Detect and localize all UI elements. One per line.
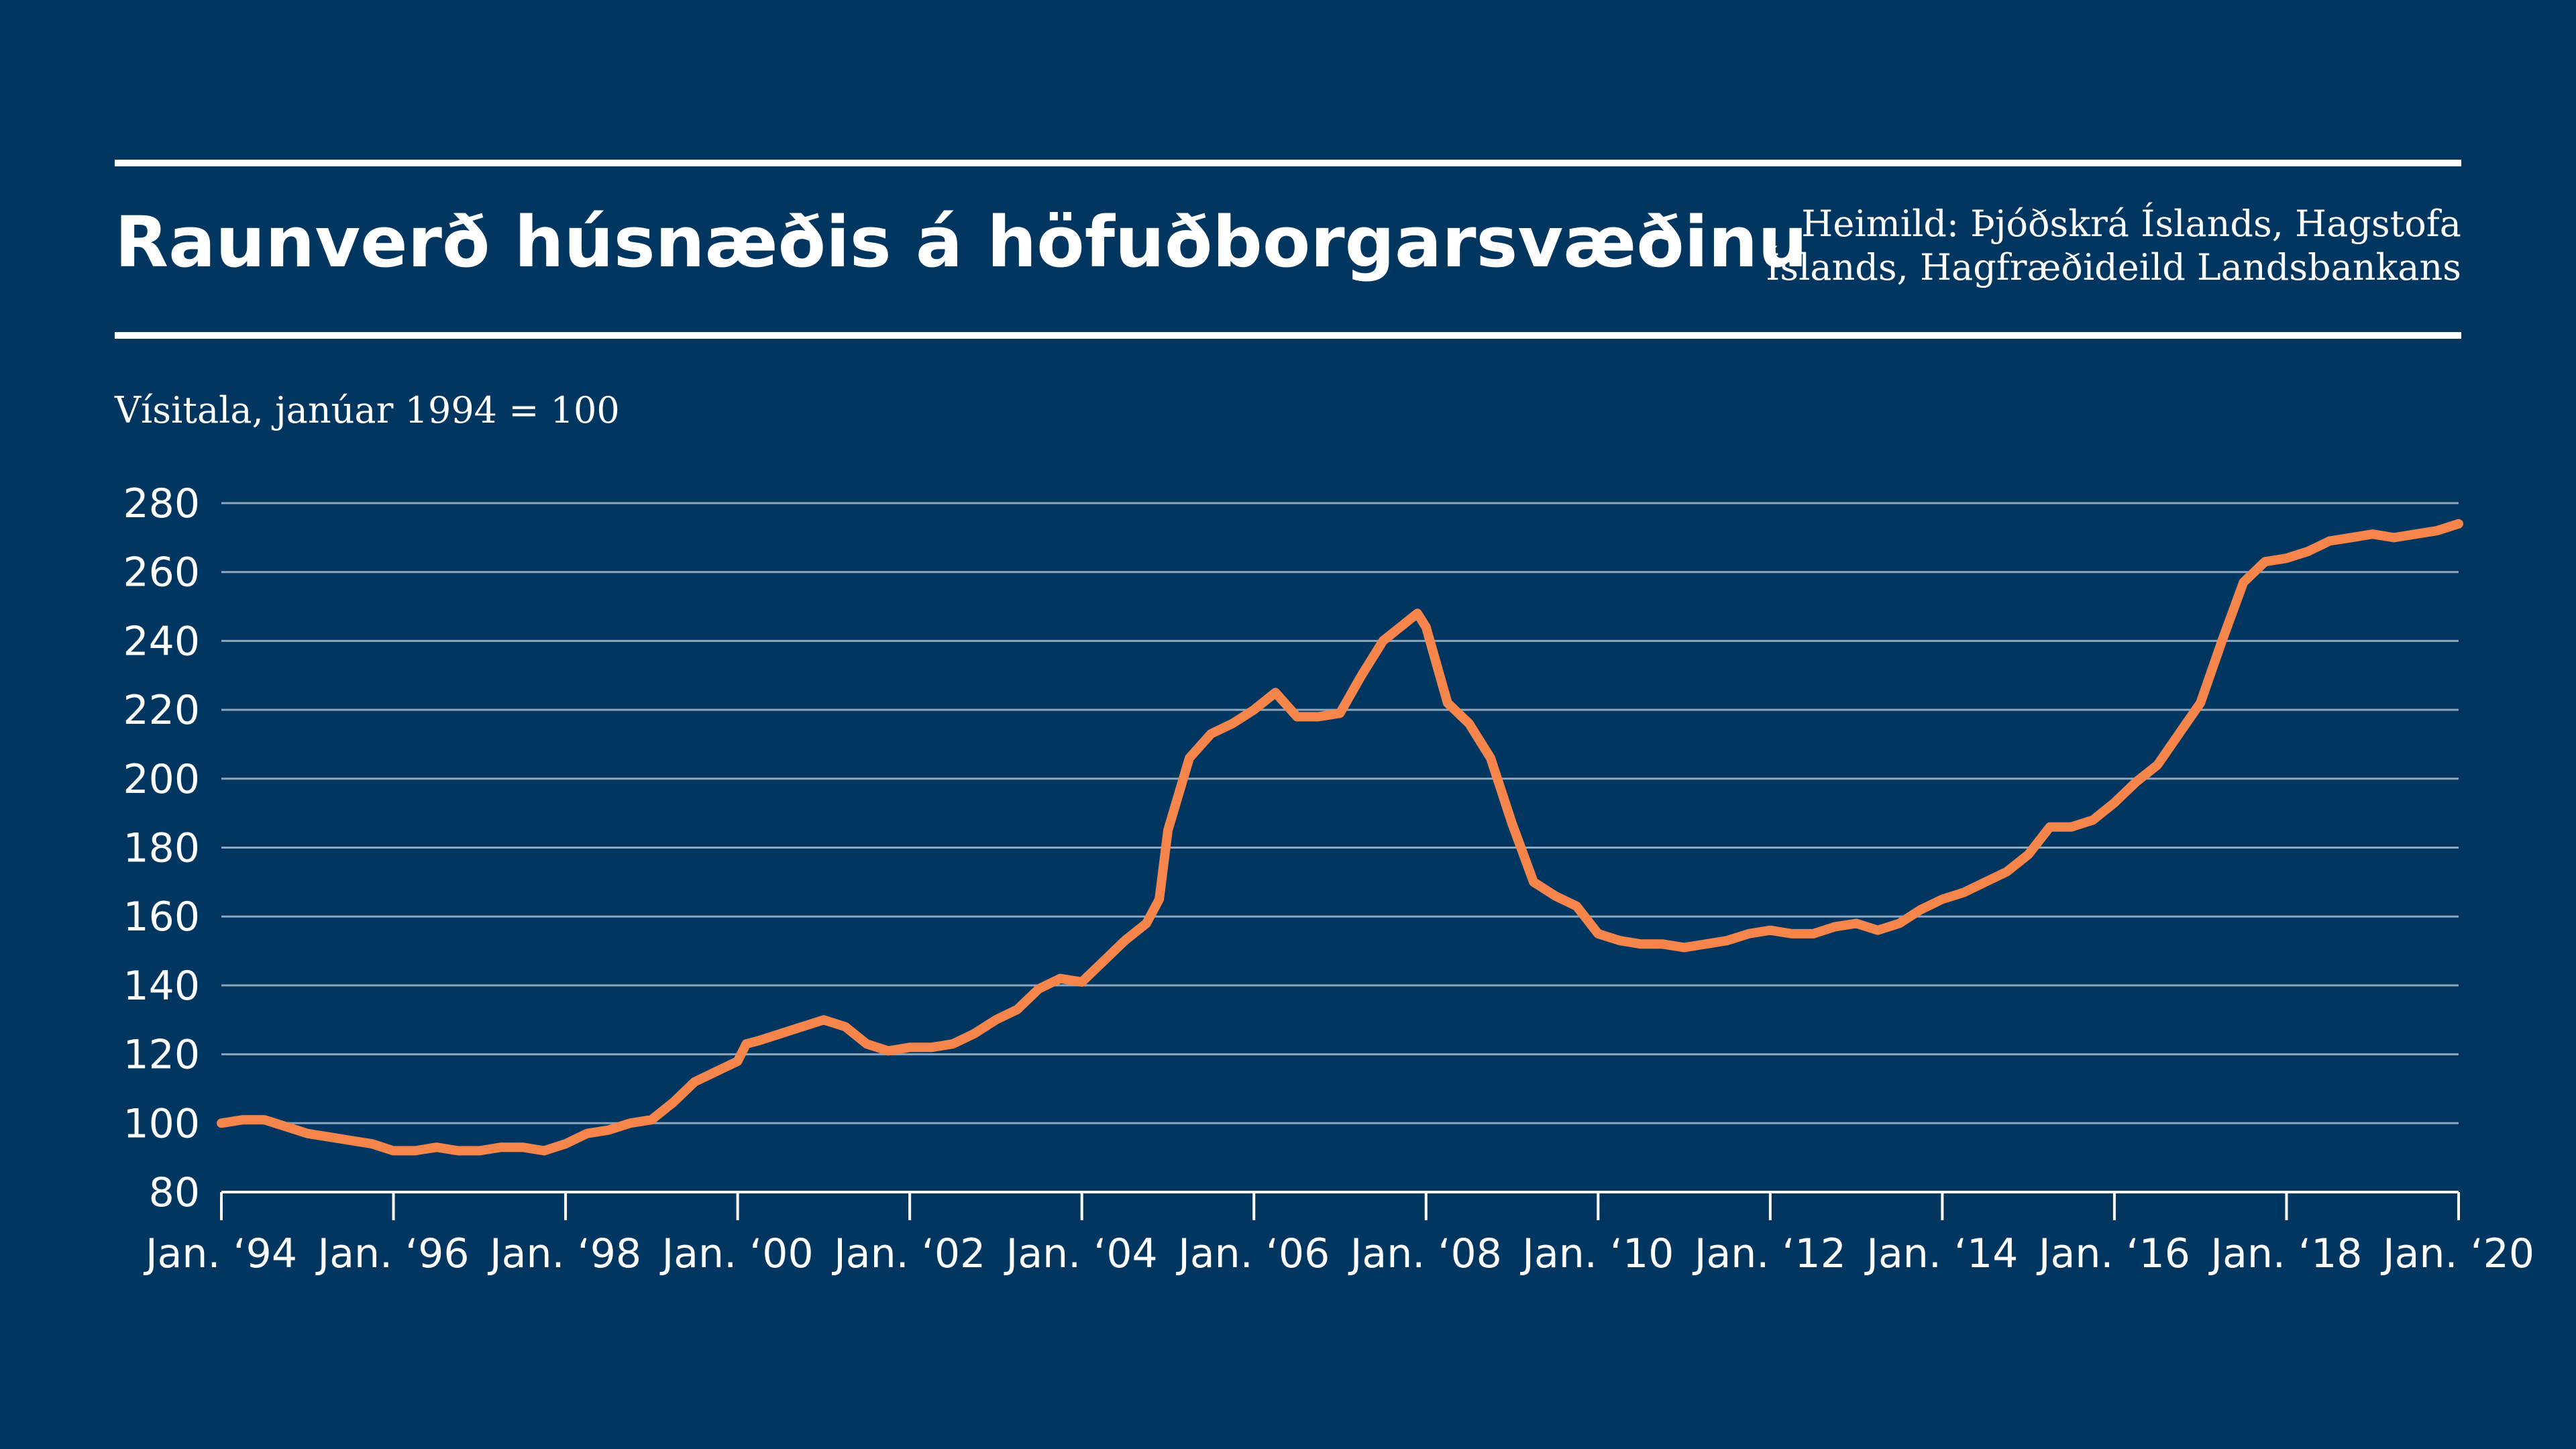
source-line-2: Íslands, Hagfræðideild Landsbankans xyxy=(1766,246,2461,288)
x-tick-label: Jan. ‘04 xyxy=(1004,1230,1158,1277)
y-tick-label: 120 xyxy=(123,1032,200,1079)
x-tick-label: Jan. ‘12 xyxy=(1692,1230,1846,1277)
x-tick-label: Jan. ‘10 xyxy=(1519,1230,1674,1277)
y-axis-ticks: 80 100 120 140 160 180 200 220 240 260 280 xyxy=(123,480,200,1216)
y-tick-label: 180 xyxy=(123,825,200,872)
grid-lines xyxy=(221,502,2459,1124)
y-tick-label: 220 xyxy=(123,687,200,734)
y-tick-label: 240 xyxy=(123,618,200,665)
y-axis-label: Vísitala, janúar 1994 = 100 xyxy=(115,389,620,431)
x-axis-ticks: Jan. ‘94 Jan. ‘96 Jan. ‘98 Jan. ‘00 Jan. ‘02… xyxy=(143,1192,2534,1277)
x-tick-label: Jan. ‘06 xyxy=(1175,1230,1330,1277)
y-tick-label: 200 xyxy=(123,756,200,803)
y-tick-label: 100 xyxy=(123,1100,200,1147)
y-tick-label: 260 xyxy=(123,549,200,596)
x-tick-label: Jan. ‘98 xyxy=(487,1230,641,1277)
x-tick-label: Jan. ‘08 xyxy=(1348,1230,1502,1277)
top-rule xyxy=(115,160,2461,166)
x-tick-label: Jan. ‘14 xyxy=(1864,1230,2018,1277)
series-lines xyxy=(217,519,2463,1156)
x-tick-label: Jan. ‘02 xyxy=(831,1230,985,1277)
bottom-rule xyxy=(115,332,2461,339)
x-tick-label: Jan. ‘20 xyxy=(2380,1230,2534,1277)
chart-title: Raunverð húsnæðis á höfuðborgarsvæðinu xyxy=(115,201,1808,283)
y-tick-label: 80 xyxy=(149,1169,200,1216)
x-tick-label: Jan. ‘00 xyxy=(659,1230,814,1277)
x-tick-label: Jan. ‘18 xyxy=(2208,1230,2362,1277)
source-note: Heimild: Þjóðskrá Íslands, Hagstofa Ísla… xyxy=(1766,203,2461,290)
y-tick-label: 160 xyxy=(123,894,200,941)
x-tick-label: Jan. ‘94 xyxy=(143,1230,297,1277)
x-tick-label: Jan. ‘16 xyxy=(2036,1230,2190,1277)
series-line xyxy=(217,519,2463,1156)
y-tick-label: 140 xyxy=(123,963,200,1010)
source-line-1: Heimild: Þjóðskrá Íslands, Hagstofa xyxy=(1801,203,2461,245)
x-tick-label: Jan. ‘96 xyxy=(315,1230,470,1277)
y-tick-label: 280 xyxy=(123,480,200,527)
